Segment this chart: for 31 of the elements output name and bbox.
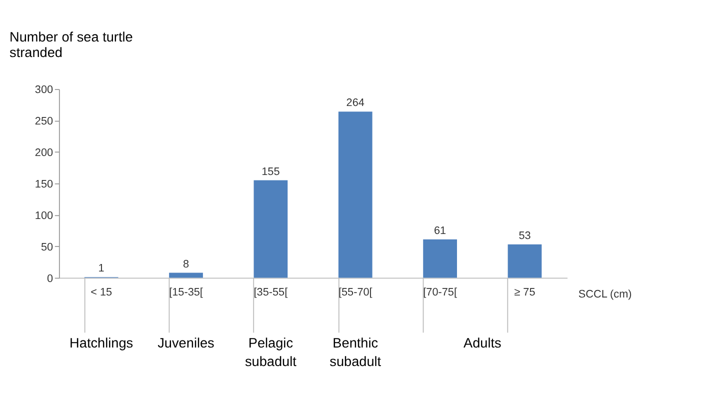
bar [169,272,203,278]
text: Hatchlings [70,336,134,351]
y-tick-label: 150 [34,178,54,190]
data-label: 8 [182,258,190,270]
text: Juveniles [158,336,215,351]
data-label: 1 [98,262,104,275]
x-tick-label: ≥ 75 [514,286,536,298]
text: Adults [463,336,502,351]
x-tick-label: [15-35[ [169,286,203,298]
x-tick-label: [70-75[ [423,286,457,298]
y-axis-title: Number of sea turtle stranded [10,29,133,60]
bar [508,244,542,278]
y-tick-label: 0 [47,272,54,285]
data-label: 53 [518,230,531,242]
y-tick-label: 200 [34,147,54,160]
x-tick-label: [35-55[ [254,286,288,298]
y-tick-label: 300 [34,84,54,96]
bar [423,239,457,278]
y-tick-label: 250 [34,116,54,128]
bar [338,112,372,278]
data-label: 155 [262,166,280,178]
x-tick-label: [55-70[ [338,286,372,298]
data-label: 61 [434,224,446,237]
text: Pelagic subadult [244,336,297,369]
data-label: 264 [346,97,364,110]
x-tick-label: < 15 [90,286,112,298]
text: Benthic subadult [330,336,382,369]
y-tick-label: 50 [40,241,54,254]
y-tick-label: 100 [34,210,54,222]
x-axis-title: SCCL (cm) [578,288,632,300]
bar [254,180,288,278]
